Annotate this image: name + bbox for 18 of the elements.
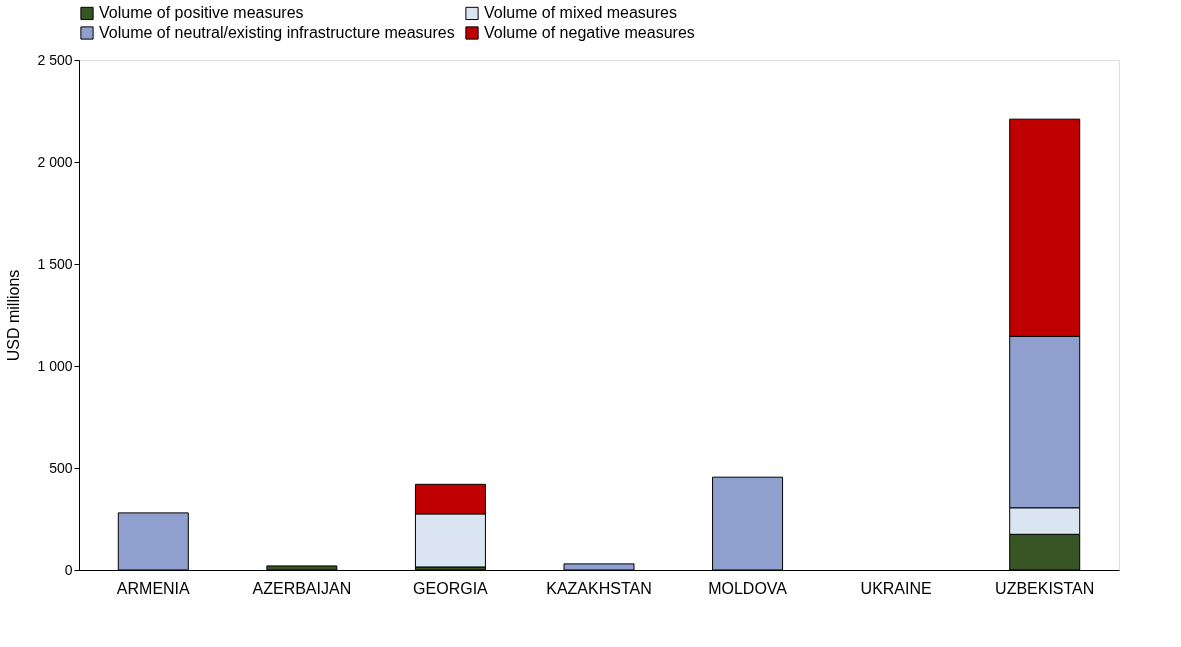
x-tick-label: UZBEKISTAN <box>995 579 1095 597</box>
y-tick-label: 0 <box>64 561 73 578</box>
x-tick-label: AZERBAIJAN <box>252 579 352 597</box>
x-tick-label: UKRAINE <box>860 579 932 597</box>
legend-label: Volume of negative measures <box>484 24 695 41</box>
y-tick-label: 2 000 <box>37 153 73 170</box>
y-tick-label: 1 500 <box>37 255 73 272</box>
y-axis-title: USD millions <box>5 269 23 362</box>
x-tick-label: MOLDOVA <box>708 579 788 597</box>
legend-label: Volume of mixed measures <box>484 4 677 22</box>
y-tick-label: 2 500 <box>37 51 73 68</box>
y-tick-label: 1 000 <box>37 357 73 374</box>
x-tick-label: KAZAKHSTAN <box>546 579 652 597</box>
y-tick-label: 500 <box>49 459 73 476</box>
x-tick-label: ARMENIA <box>116 579 191 597</box>
legend-label: Volume of positive measures <box>99 4 304 22</box>
legend-label: Volume of neutral/existing infrastructure measures <box>99 24 455 41</box>
x-tick-label: GEORGIA <box>413 579 489 597</box>
